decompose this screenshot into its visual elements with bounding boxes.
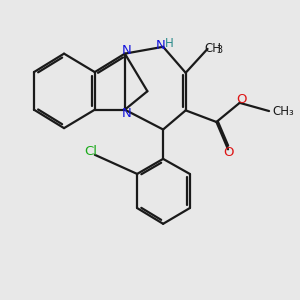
Text: N: N — [122, 107, 131, 120]
Text: N: N — [122, 44, 131, 57]
Text: 3: 3 — [216, 45, 222, 55]
Text: N: N — [155, 39, 165, 52]
Text: H: H — [165, 37, 174, 50]
Text: CH: CH — [205, 42, 222, 56]
Text: Cl: Cl — [84, 145, 97, 158]
Text: CH₃: CH₃ — [272, 104, 294, 118]
Text: O: O — [223, 146, 233, 159]
Text: O: O — [236, 93, 246, 106]
